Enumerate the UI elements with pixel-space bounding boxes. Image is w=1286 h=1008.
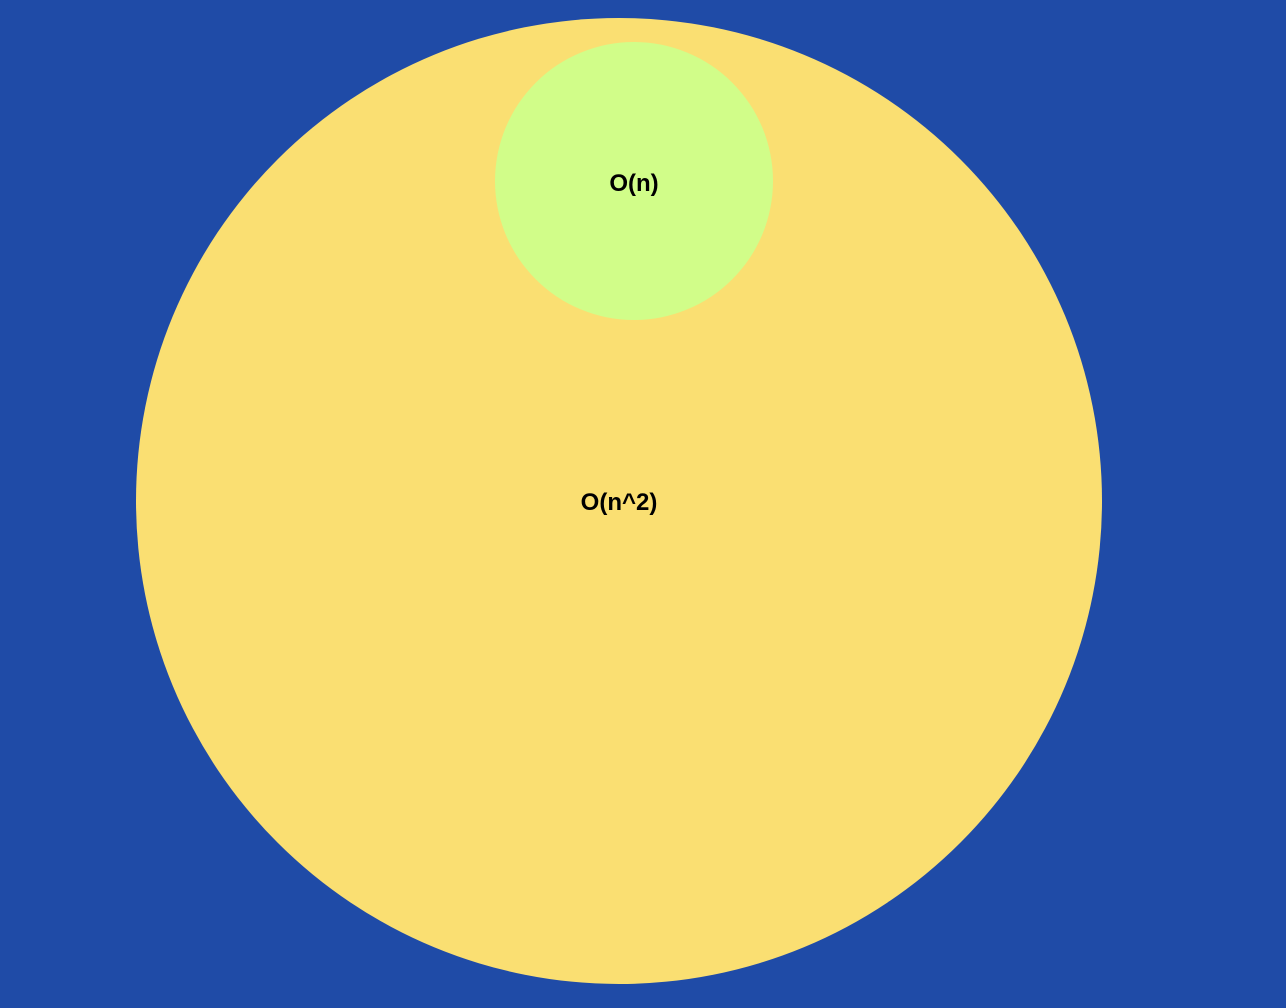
outer-set-label: O(n^2) [581, 489, 658, 516]
outer-set-circle [136, 18, 1102, 984]
inner-set-label: O(n) [609, 170, 658, 197]
inner-set-circle [495, 42, 773, 320]
